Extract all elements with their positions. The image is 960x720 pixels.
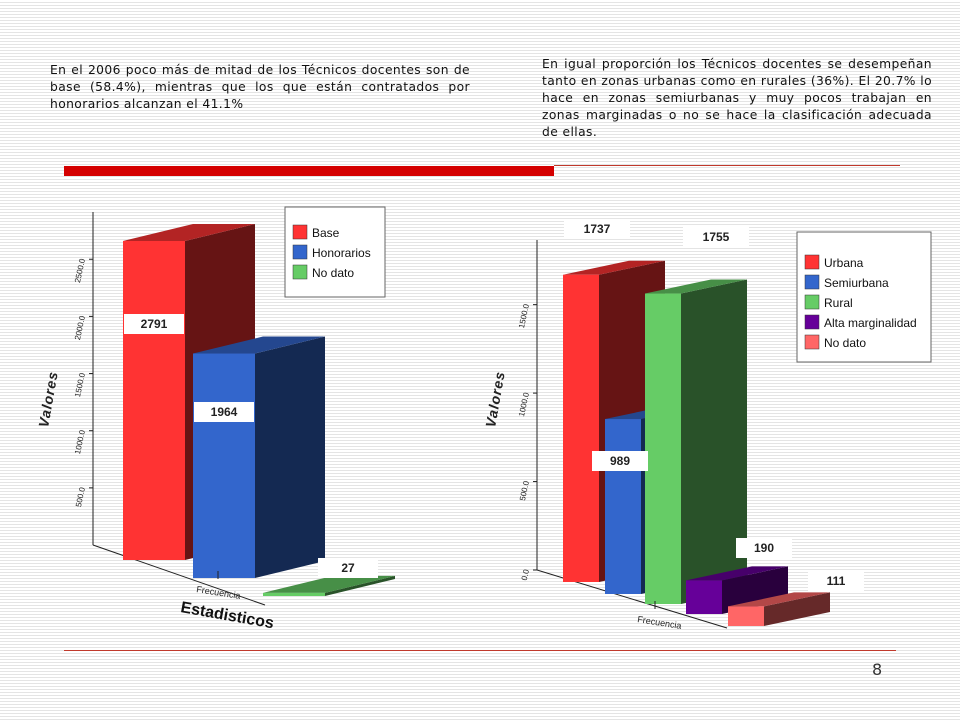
svg-text:989: 989 [610, 454, 630, 468]
y-tick-label: 1500.0 [517, 303, 531, 329]
bar-no-dato [728, 592, 830, 626]
data-label: 2791 [124, 314, 184, 334]
legend-swatch [804, 294, 820, 310]
legend-label: No dato [312, 266, 354, 280]
y-tick-label: 500.0 [74, 486, 87, 508]
legend-swatch [292, 224, 308, 240]
legend-label: Honorarios [312, 246, 371, 260]
svg-text:190: 190 [754, 541, 774, 555]
y-axis-label: Valores [482, 370, 508, 429]
svg-text:27: 27 [341, 561, 355, 575]
data-label: 1737 [564, 219, 630, 239]
bar-honorarios [193, 336, 325, 578]
x-axis-label: Estadisticos [179, 599, 275, 632]
title-divider-line [554, 165, 900, 166]
legend-label: Base [312, 226, 340, 240]
legend-swatch [292, 244, 308, 260]
x-category-label: Frecuencia [637, 614, 683, 631]
legend: Base Honorarios No dato [284, 206, 386, 298]
svg-text:111: 111 [827, 574, 846, 588]
page-number: 8 [872, 660, 883, 679]
legend: Urbana Semiurbana Rural Alta marginalidad No… [796, 231, 932, 363]
y-tick-label: 1000.0 [517, 391, 531, 417]
y-tick-label: 2500.0 [73, 257, 87, 283]
svg-text:1737: 1737 [584, 222, 611, 236]
legend-swatch [292, 264, 308, 280]
legend-swatch [804, 314, 820, 330]
data-label: 27 [318, 558, 378, 578]
y-tick-label: 1500.0 [73, 372, 87, 398]
svg-text:1964: 1964 [211, 405, 238, 419]
data-label: 1755 [683, 227, 749, 247]
bar-rural [645, 279, 747, 604]
legend-label: Alta marginalidad [824, 316, 917, 330]
x-category-label: Frecuencia [196, 584, 242, 601]
x-axis-line [92, 544, 266, 606]
data-label: 989 [592, 451, 648, 471]
legend-label: Semiurbana [824, 276, 889, 290]
svg-text:1755: 1755 [703, 230, 730, 244]
y-tick-label: 2000.0 [73, 314, 87, 340]
legend-swatch [804, 274, 820, 290]
svg-text:2791: 2791 [141, 317, 168, 331]
footer-divider-line [64, 650, 896, 651]
legend-swatch [804, 254, 820, 270]
legend-label: Urbana [824, 256, 864, 270]
data-label: 1964 [194, 402, 254, 422]
left-paragraph: En el 2006 poco más de mitad de los Técn… [50, 63, 470, 111]
legend-label: No dato [824, 336, 866, 350]
right-paragraph: En igual proporción los Técnicos docente… [542, 57, 932, 139]
y-tick-label: 1000.0 [73, 429, 87, 455]
data-label: 190 [736, 538, 792, 558]
bar-no-dato [263, 575, 395, 596]
data-label: 111 [808, 571, 864, 591]
y-axis-label: Valores [35, 370, 61, 429]
legend-label: Rural [824, 296, 853, 310]
chart-1: 500.0 1000.0 1500.0 2000.0 2500.0 Valores 2791… [35, 206, 395, 632]
y-tick-label: 500.0 [518, 480, 531, 502]
y-tick-label: 0.0 [520, 568, 531, 581]
legend-swatch [804, 334, 820, 350]
chart-2: 0.0 500.0 1000.0 1500.0 Valores 1737 989 1755 19… [482, 219, 932, 631]
title-accent-bar [64, 166, 554, 176]
